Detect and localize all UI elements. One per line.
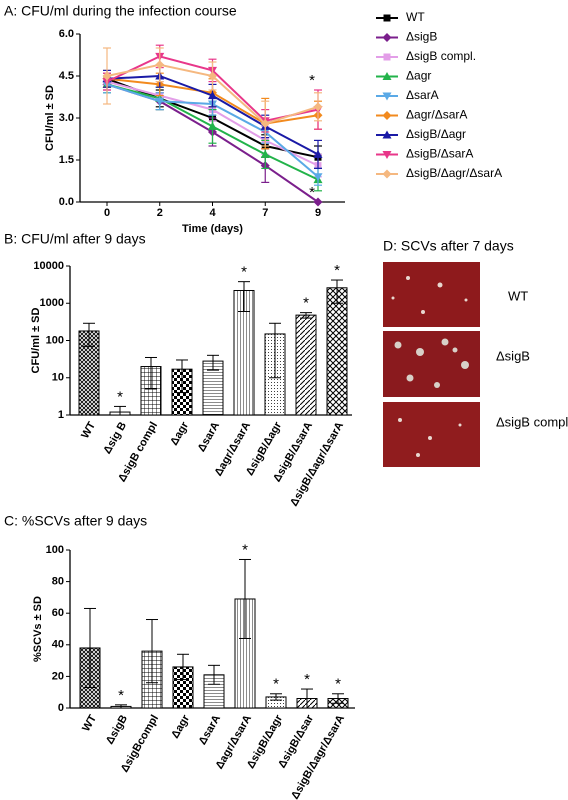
y-tick-label: 0 bbox=[58, 702, 64, 714]
marker bbox=[313, 149, 323, 158]
marker bbox=[208, 71, 217, 81]
marker bbox=[313, 102, 323, 112]
marker bbox=[155, 60, 165, 70]
y-tick-label: 100 bbox=[46, 334, 64, 346]
legend-label: ΔsigB compl. bbox=[406, 49, 476, 63]
legend-marker bbox=[382, 169, 392, 179]
legend-marker bbox=[382, 33, 392, 42]
legend-marker bbox=[382, 151, 392, 159]
significance: * bbox=[334, 262, 340, 279]
legend-label: ΔsigB bbox=[406, 30, 437, 44]
significance: * bbox=[304, 671, 310, 688]
marker bbox=[155, 97, 165, 106]
y-tick-label: 1 bbox=[58, 409, 64, 421]
x-tick-label: Δsig B bbox=[101, 420, 129, 456]
legend-marker bbox=[383, 14, 391, 22]
x-tick-label: ΔsarA bbox=[197, 713, 224, 747]
y-tick-label: 40 bbox=[52, 639, 64, 651]
photo bbox=[383, 262, 480, 467]
significance: * bbox=[117, 388, 123, 405]
y-tick-label: 60 bbox=[52, 607, 64, 619]
marker bbox=[102, 71, 112, 81]
significance: * bbox=[303, 295, 309, 312]
legend-marker bbox=[383, 53, 391, 61]
marker bbox=[208, 121, 217, 130]
x-tick-label: ΔsigB bbox=[104, 713, 130, 747]
x-axis-label: Time (days) bbox=[182, 223, 243, 235]
y-axis-label: %SCVs ± SD bbox=[32, 596, 44, 662]
legend-label: ΔsigB/Δagr/ΔsarA bbox=[406, 166, 502, 180]
y-tick-label: 80 bbox=[52, 576, 64, 588]
y-axis-label: CFU/ml ± SD bbox=[30, 307, 42, 373]
panel-title: B: CFU/ml after 9 days bbox=[4, 231, 146, 247]
significance: * bbox=[335, 676, 341, 693]
marker bbox=[260, 119, 270, 129]
significance: * bbox=[309, 72, 315, 89]
panel-title: C: %SCVs after 9 days bbox=[4, 513, 147, 529]
x-tick-label: Δagr bbox=[168, 419, 191, 447]
y-tick-label: 0.0 bbox=[59, 196, 74, 208]
photo-label: WT bbox=[508, 288, 528, 303]
x-tick-label: Δagr bbox=[169, 712, 192, 740]
legend-label: Δagr/ΔsarA bbox=[406, 108, 467, 122]
significance: * bbox=[118, 687, 124, 704]
y-tick-label: 10 bbox=[52, 372, 64, 384]
legend-marker bbox=[382, 130, 392, 139]
x-tick-label: ΔsarA bbox=[196, 420, 223, 454]
x-tick-label: WT bbox=[80, 713, 99, 734]
y-axis-label: CFU/ml ± SD bbox=[44, 85, 56, 151]
photo-label: ΔsigB bbox=[496, 348, 530, 363]
x-tick-label: 2 bbox=[157, 207, 163, 219]
y-tick-label: 100 bbox=[46, 544, 64, 556]
x-tick-label: 9 bbox=[315, 207, 321, 219]
legend-label: ΔsarA bbox=[406, 88, 439, 102]
significance: * bbox=[309, 184, 315, 201]
y-tick-label: 4.5 bbox=[59, 70, 74, 82]
legend-label: Δagr bbox=[406, 69, 431, 83]
marker bbox=[208, 91, 217, 100]
significance: * bbox=[242, 541, 248, 558]
x-tick-label: 0 bbox=[104, 207, 110, 219]
y-tick-label: 6.0 bbox=[59, 28, 74, 40]
panel-title: D: SCVs after 7 days bbox=[383, 238, 514, 254]
legend-label: WT bbox=[406, 10, 425, 24]
significance: * bbox=[273, 676, 279, 693]
y-tick-label: 1.5 bbox=[59, 154, 74, 166]
legend-label: ΔsigB/ΔsarA bbox=[406, 147, 473, 161]
marker bbox=[260, 149, 270, 158]
x-tick-label: 7 bbox=[262, 207, 268, 219]
x-tick-label: WT bbox=[79, 420, 98, 441]
y-tick-label: 3.0 bbox=[59, 112, 74, 124]
y-tick-label: 1000 bbox=[40, 297, 64, 309]
panel-title: A: CFU/ml during the infection course bbox=[4, 3, 237, 19]
legend-marker bbox=[382, 72, 392, 80]
legend-marker bbox=[382, 92, 392, 101]
marker bbox=[313, 197, 323, 207]
y-tick-label: 10000 bbox=[33, 260, 64, 272]
bar bbox=[295, 314, 317, 416]
bar bbox=[326, 287, 348, 416]
x-tick-label: 4 bbox=[209, 207, 216, 219]
photo-label: ΔsigB compl. bbox=[496, 414, 568, 429]
marker bbox=[313, 173, 323, 182]
significance: * bbox=[241, 264, 247, 281]
y-tick-label: 20 bbox=[52, 670, 64, 682]
legend-label: ΔsigB/Δagr bbox=[406, 127, 466, 141]
legend-marker bbox=[382, 111, 392, 120]
